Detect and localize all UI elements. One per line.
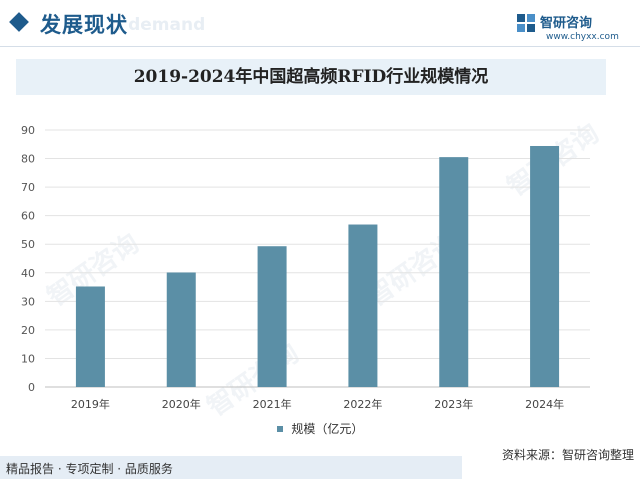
y-tick-label: 10: [21, 352, 35, 365]
y-tick-label: 30: [21, 295, 35, 308]
section-title: 发展现状: [40, 13, 128, 37]
legend-label: 规模（亿元）: [291, 422, 364, 436]
diamond-icon: [9, 12, 29, 32]
bar: [166, 272, 196, 387]
footer-bar: 精品报告 · 专项定制 · 品质服务: [0, 456, 640, 479]
x-tick-label: 2024年: [525, 397, 564, 411]
y-tick-label: 80: [21, 153, 35, 166]
y-tick-label: 20: [21, 324, 35, 337]
footer-band: [0, 456, 462, 479]
y-tick-label: 50: [21, 238, 35, 251]
x-tick-label: 2020年: [162, 397, 201, 411]
bar: [439, 157, 469, 387]
brand-logo-icon: [517, 14, 535, 32]
x-tick-label: 2019年: [71, 397, 110, 411]
y-tick-label: 0: [28, 381, 35, 394]
y-tick-label: 90: [21, 124, 35, 137]
x-tick-label: 2023年: [434, 397, 473, 411]
legend: 规模（亿元）: [0, 420, 640, 440]
brand-name: 智研咨询: [540, 16, 593, 31]
y-tick-label: 60: [21, 210, 35, 223]
header-divider: [0, 46, 640, 47]
x-tick-label: 2022年: [343, 397, 382, 411]
bar: [75, 286, 105, 387]
bar-chart: 0 10 20 30 40 50 60 70 80 90 2019年 2020年 2021年 2022年 2…: [21, 124, 590, 411]
brand: 智研咨询 www.chyxx.com: [516, 10, 626, 44]
chart-title-bar: 2019-2024年中国超高频RFID行业规模情况: [16, 59, 606, 95]
bar: [257, 246, 287, 387]
y-tick-label: 40: [21, 267, 35, 280]
header: d demand 发展现状 智研咨询 www.chyxx.com: [0, 0, 640, 50]
brand-url: www.chyxx.com: [546, 32, 619, 42]
chart-title: 2019-2024年中国超高频RFID行业规模情况: [133, 67, 489, 87]
source-note: 资料来源：智研咨询整理: [501, 448, 634, 462]
y-tick-label: 70: [21, 181, 35, 194]
section-ghost-text: d demand: [110, 15, 206, 35]
x-tick-label: 2021年: [253, 397, 292, 411]
legend-swatch: [276, 425, 283, 432]
bar: [530, 145, 560, 387]
footer-slogan: 精品报告 · 专项定制 · 品质服务: [6, 462, 173, 476]
bar: [348, 224, 378, 387]
